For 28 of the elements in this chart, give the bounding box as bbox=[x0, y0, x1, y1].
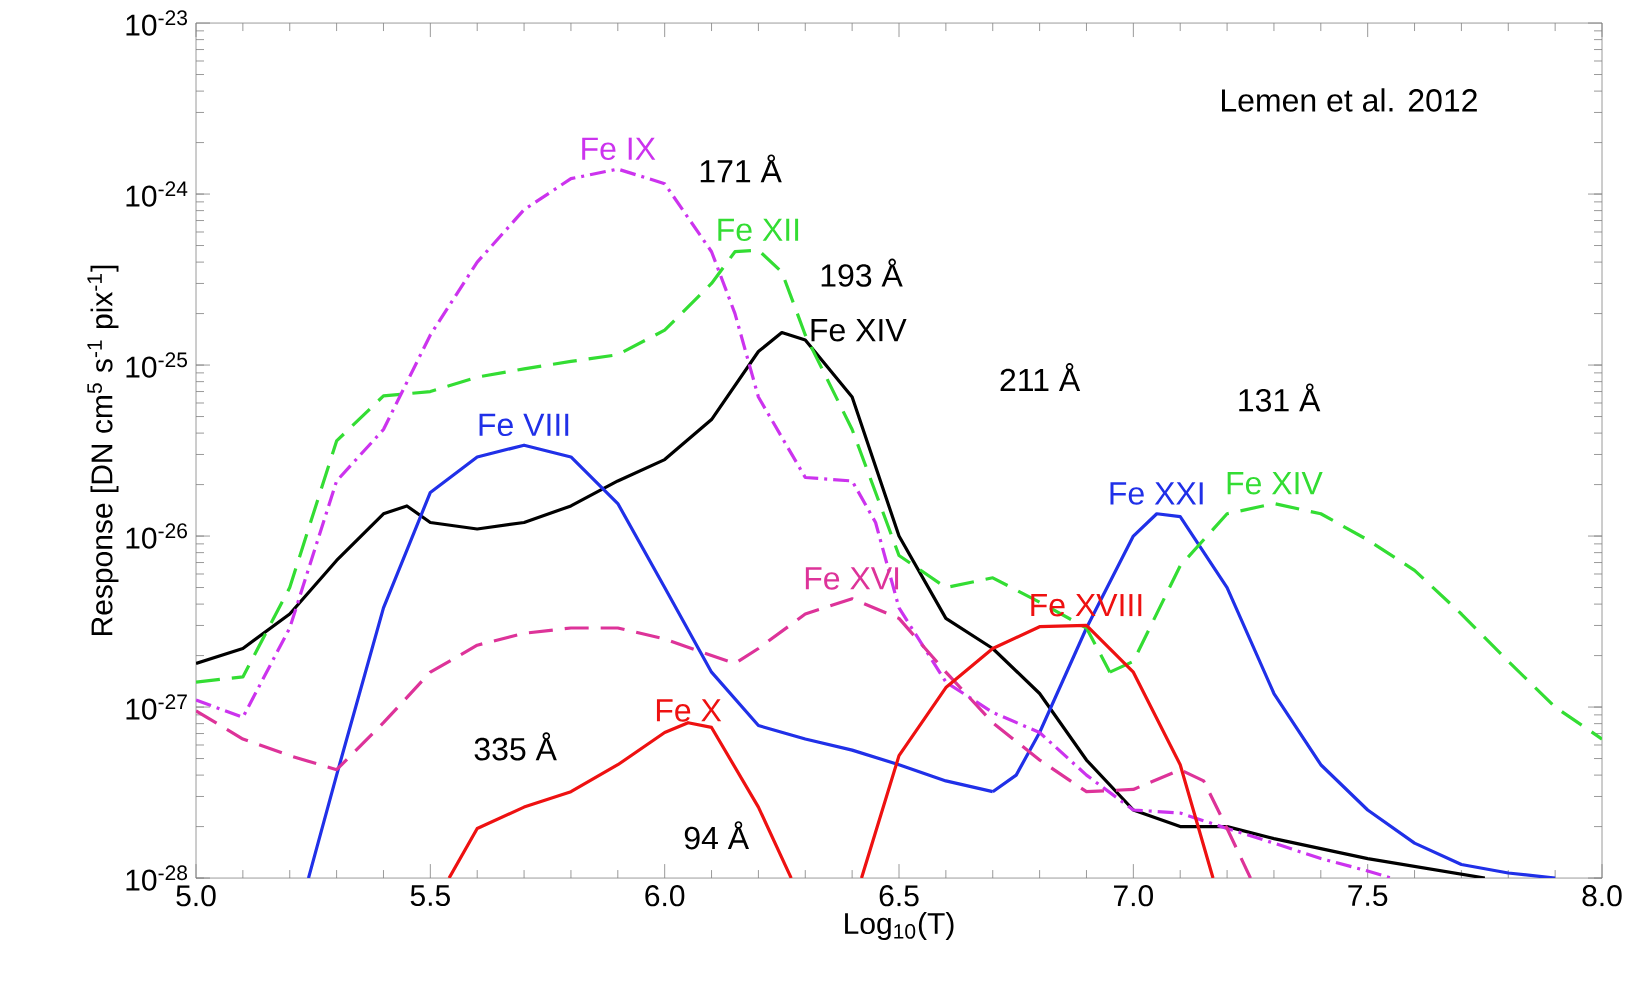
annotation: 131 Å bbox=[1239, 383, 1321, 412]
annotation: 211 Å bbox=[1000, 363, 1081, 391]
series-label: Fe X bbox=[656, 699, 722, 722]
series-label: Fe IX bbox=[582, 137, 656, 160]
annotation: 94 Å bbox=[684, 821, 750, 850]
y-tick-label: 10$^{-25}$ bbox=[126, 352, 188, 378]
series-label: Fe VIII bbox=[479, 413, 569, 437]
x-axis-title: Log$_{10}$(T) bbox=[845, 912, 954, 941]
x-tick-label: 6.5 bbox=[879, 885, 919, 907]
series-label: Fe XIV bbox=[811, 319, 907, 342]
y-tick-label: 10$^{-27}$ bbox=[126, 694, 187, 720]
x-tick-label: 7.0 bbox=[1114, 885, 1154, 907]
y-axis-title: Response [DN cm$^{5}$ s$^{-1}$ pix$^{-1}$] bbox=[87, 265, 119, 636]
x-tick-label: 6.0 bbox=[645, 885, 685, 907]
annotation: Lemen et al. 2012 bbox=[1222, 88, 1477, 112]
y-tick-label: 10$^{-26}$ bbox=[126, 523, 188, 549]
y-tick-label: 10$^{-23}$ bbox=[126, 10, 188, 36]
x-tick-label: 5.5 bbox=[410, 885, 450, 907]
annotation: 335 Å bbox=[474, 732, 557, 761]
series-label: Fe XIV bbox=[1227, 472, 1323, 495]
y-tick-label: 10$^{-24}$ bbox=[126, 181, 188, 207]
series-label: Fe XII bbox=[718, 218, 799, 242]
x-tick-label: 7.5 bbox=[1348, 885, 1388, 907]
annotation: 171 Å bbox=[700, 154, 782, 183]
series-label: Fe XVI bbox=[805, 567, 899, 590]
series-label: Fe XXI bbox=[1110, 482, 1203, 505]
annotation: 193 Å bbox=[821, 258, 903, 287]
x-tick-label: 8.0 bbox=[1582, 885, 1622, 907]
